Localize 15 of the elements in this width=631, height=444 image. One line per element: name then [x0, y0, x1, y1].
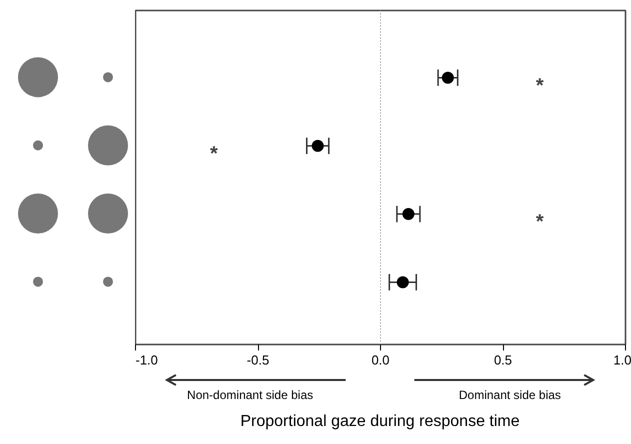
point: [402, 208, 414, 220]
point: [396, 276, 409, 288]
annotation: *: [536, 211, 544, 234]
point: [312, 140, 324, 152]
x-tick-label: -0.5: [246, 352, 270, 368]
x-tick-label: 0.5: [494, 352, 512, 368]
x-tick-label: -1.0: [136, 352, 158, 368]
text: Dominant side bias: [458, 388, 561, 402]
text: Non-dominant side bias: [187, 388, 314, 402]
point: [442, 72, 454, 84]
annotation: *: [210, 143, 218, 166]
x-tick-label: 0.0: [371, 352, 390, 368]
x-tick-label: 1.0: [613, 352, 631, 368]
annotation: *: [536, 74, 544, 97]
x-axis-title: Proportional gaze during response time: [240, 413, 520, 430]
